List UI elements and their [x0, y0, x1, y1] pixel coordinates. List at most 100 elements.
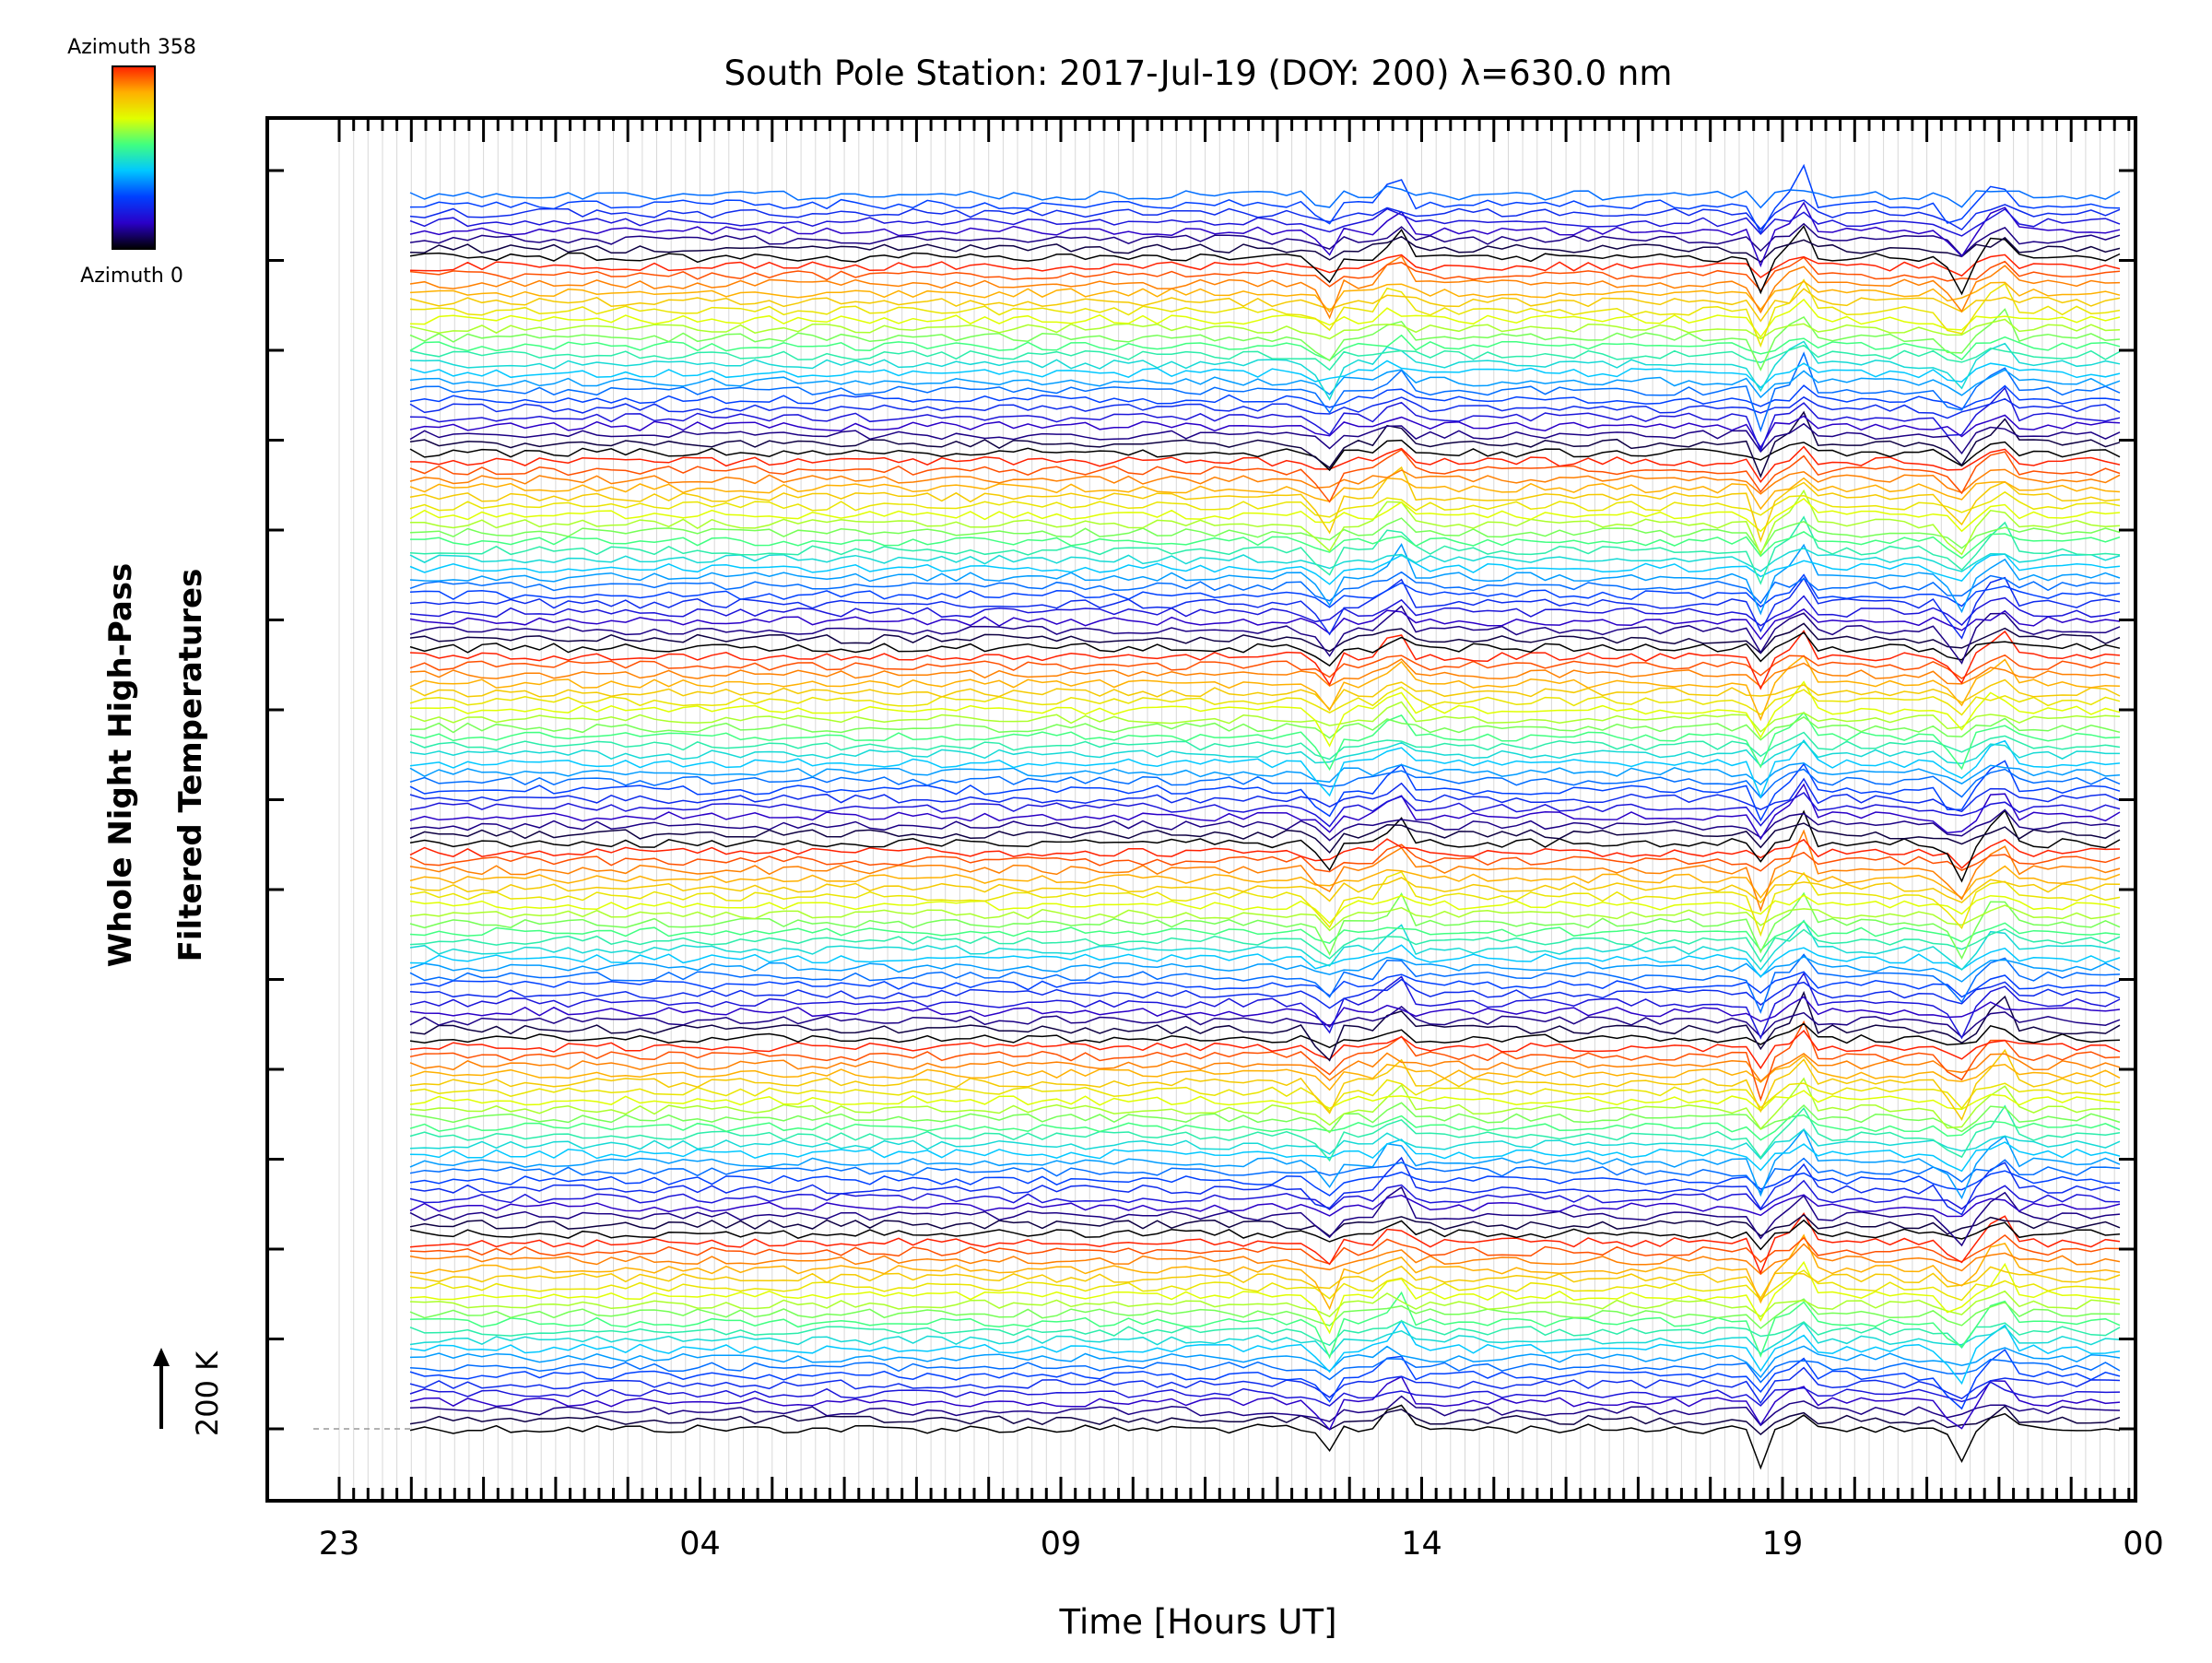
series-line [409, 199, 2121, 231]
series-line [409, 422, 2121, 455]
series-line [409, 1366, 2121, 1405]
series-line [409, 1114, 2121, 1141]
series-line [409, 1395, 2121, 1427]
series-line [409, 715, 2121, 741]
series-line [409, 971, 2121, 998]
series-line [409, 280, 2121, 313]
series-line [409, 1405, 2121, 1435]
series-line [409, 944, 2121, 978]
series-line [409, 990, 2121, 1062]
series-line [409, 256, 2121, 292]
series-line [409, 1138, 2121, 1173]
series-line [409, 1404, 2121, 1470]
series-line [409, 1381, 2121, 1407]
series-line [409, 955, 2121, 983]
series-line [409, 822, 2121, 855]
series-line [409, 701, 2121, 733]
series-line [409, 838, 2121, 869]
y-axis-label-line2: Filtered Temperatures [172, 569, 209, 962]
series-line [409, 1048, 2121, 1121]
x-tick-label: 00 [2123, 1526, 2164, 1563]
series-line [409, 711, 2121, 772]
series-line [409, 865, 2121, 900]
series-line [409, 576, 2121, 640]
series-line [409, 843, 2121, 873]
series-line [410, 278, 2121, 348]
series-line [409, 996, 2121, 1029]
series-line [409, 515, 2121, 585]
series-line [409, 1212, 2121, 1275]
y-axis-label-line1: Whole Night High-Pass [102, 563, 139, 968]
series-line [409, 1319, 2121, 1386]
colorbar-bottom-label: Azimuth 0 [80, 265, 183, 288]
series-line [409, 369, 2121, 399]
series-line [409, 1179, 2121, 1211]
series-line [409, 222, 2121, 257]
series-line [409, 410, 2121, 478]
series-line [409, 1156, 2121, 1216]
series-line [409, 1052, 2121, 1083]
series-line [409, 978, 2121, 1009]
series-line [409, 972, 2121, 1040]
series-line [409, 877, 2121, 904]
series-line [409, 1320, 2121, 1349]
series-line [409, 792, 2121, 828]
series-line [409, 768, 2121, 799]
series-line [409, 553, 2121, 585]
series-line [409, 1291, 2121, 1360]
series-line [409, 920, 2121, 952]
series-line [409, 254, 2121, 278]
series-line [409, 1079, 2121, 1113]
series-line [409, 489, 2121, 557]
series-line [409, 414, 2121, 449]
series-line [409, 445, 2121, 483]
series-line [409, 1128, 2121, 1161]
series-line [409, 1104, 2121, 1162]
series-line [409, 163, 2121, 234]
series-line [409, 809, 2121, 883]
series-line [409, 658, 2121, 688]
series-line [409, 466, 2121, 543]
series-line [409, 1265, 2121, 1300]
x-tick-label: 04 [679, 1526, 721, 1563]
series-line [409, 360, 2121, 389]
series-line [409, 1298, 2121, 1329]
series-line [409, 1269, 2121, 1302]
series-line [409, 1055, 2121, 1091]
series-line [409, 686, 2121, 716]
series-line [409, 318, 2121, 340]
scale-marker-label: 200 K [190, 1350, 225, 1436]
series-line [409, 498, 2121, 533]
series-line [409, 439, 2121, 472]
series-line [409, 953, 2121, 1014]
series-line [409, 308, 2121, 372]
series-line [409, 386, 2121, 453]
series-traces [409, 163, 2121, 1470]
series-line [409, 1090, 2121, 1112]
series-line [409, 1290, 2121, 1318]
series-line [409, 235, 2121, 263]
series-line [409, 298, 2121, 338]
colorbar-top-label: Azimuth 358 [67, 36, 196, 59]
series-line [409, 517, 2121, 554]
series-line [409, 477, 2121, 511]
series-line [409, 543, 2121, 616]
series-line [409, 207, 2121, 237]
series-line [409, 904, 2121, 932]
series-line [409, 490, 2121, 518]
series-line [409, 783, 2121, 841]
series-line [409, 622, 2121, 655]
series-line [409, 678, 2121, 711]
series-line [409, 870, 2121, 938]
x-tick-label: 19 [1762, 1526, 1804, 1563]
series-line [409, 739, 2121, 799]
series-line [409, 595, 2121, 627]
plot-frame [265, 116, 2137, 1503]
scale-arrow-head [153, 1348, 170, 1366]
series-line [409, 631, 2121, 667]
series-line [409, 351, 2121, 433]
series-line [409, 225, 2121, 296]
series-line [409, 1022, 2121, 1049]
